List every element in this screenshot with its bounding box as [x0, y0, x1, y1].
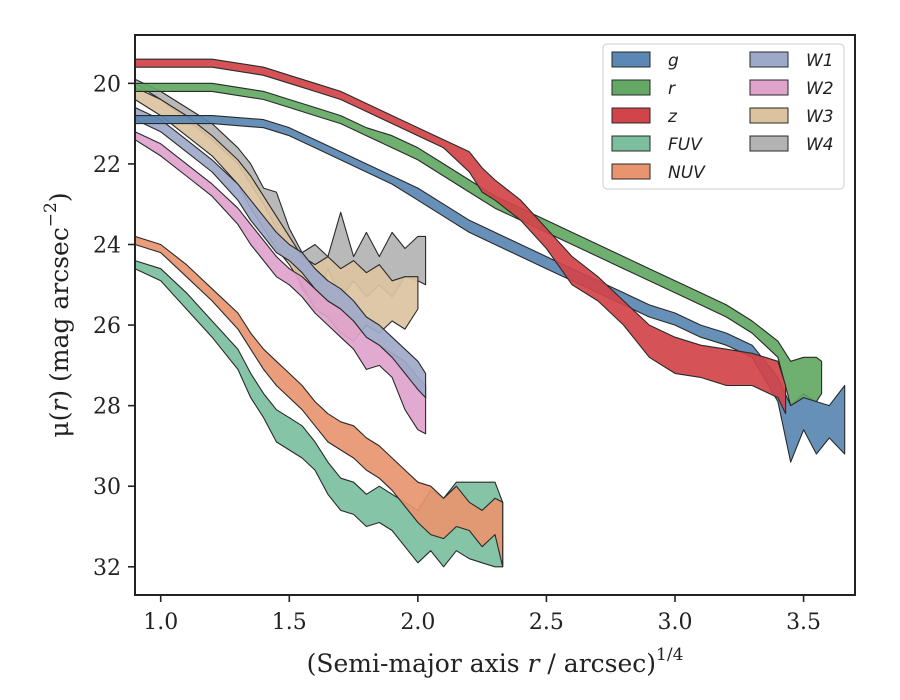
y-tick-label: 26 [93, 314, 121, 339]
x-tick-label: 2.5 [529, 610, 564, 635]
legend-label-r: r [668, 79, 676, 99]
band-W1 [134, 106, 427, 399]
legend-swatch-NUV [611, 163, 651, 180]
band-W2 [134, 131, 427, 435]
legend-label-W1: W1 [806, 51, 834, 71]
legend-label-g: g [668, 51, 679, 71]
x-tick-label: 1.5 [272, 610, 307, 635]
legend-label-FUV: FUV [668, 135, 703, 155]
legend-label-z: z [667, 107, 678, 127]
legend-swatch-FUV [611, 135, 651, 152]
x-tick-label: 2.0 [400, 610, 435, 635]
y-tick-label: 32 [93, 556, 121, 581]
legend-label-NUV: NUV [668, 163, 706, 183]
band-r [134, 82, 823, 407]
x-tick-label: 3.5 [786, 610, 821, 635]
x-tick-label: 3.0 [658, 610, 693, 635]
y-axis-label: μ(r) (mag arcsec−2) [41, 192, 74, 437]
axis-ticks: 1.0 1.5 2.0 2.5 3.0 3.5 20 22 24 26 28 30 32 [93, 72, 821, 635]
legend-swatch-g [611, 51, 651, 68]
legend: grz FUV NUV W1 W2 W3 W4 [602, 43, 845, 190]
legend-swatch-W1 [749, 51, 789, 68]
y-tick-label: 30 [93, 475, 121, 500]
profile-bands [134, 58, 846, 568]
band-NUV [134, 235, 504, 568]
legend-swatch-z [611, 107, 651, 124]
x-tick-label: 1.0 [143, 610, 178, 635]
y-tick-label: 24 [93, 233, 121, 258]
y-tick-label: 22 [93, 153, 121, 178]
legend-label-W2: W2 [806, 79, 834, 99]
legend-swatch-W4 [749, 135, 789, 152]
legend-swatch-W2 [749, 79, 789, 96]
legend-swatch-r [611, 79, 651, 96]
legend-label-W4: W4 [806, 135, 834, 155]
x-axis-label: (Semi-major axis r / arcsec)1/4 [307, 645, 684, 678]
plot-frame [134, 34, 856, 596]
band-g [134, 115, 846, 463]
band-z [134, 58, 787, 415]
legend-swatch-W3 [749, 107, 789, 124]
y-tick-label: 28 [93, 395, 121, 420]
y-tick-label: 20 [93, 72, 121, 97]
legend-label-W3: W3 [806, 107, 834, 127]
